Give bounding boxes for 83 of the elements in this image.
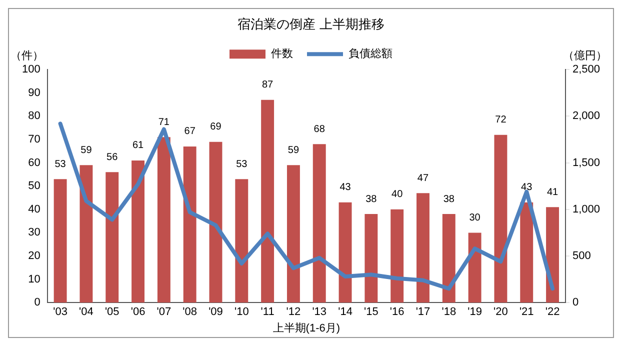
x-tick-label: '08 bbox=[182, 306, 198, 318]
x-tick-label: '15 bbox=[364, 306, 378, 318]
bar bbox=[209, 142, 222, 303]
x-tick-label: '16 bbox=[390, 306, 404, 318]
x-tick-label: '21 bbox=[519, 306, 534, 318]
bar bbox=[132, 160, 144, 303]
x-tick-label: '22 bbox=[545, 306, 560, 318]
y-tick-label: 10 bbox=[28, 273, 40, 286]
bar bbox=[80, 165, 93, 303]
bar bbox=[54, 179, 67, 303]
y2-tick-label: 0 bbox=[572, 296, 579, 309]
y-tick-label: 80 bbox=[28, 110, 40, 122]
bar bbox=[312, 144, 326, 303]
bar bbox=[261, 100, 274, 303]
y-tick-label: 60 bbox=[28, 156, 40, 169]
data-label: 38 bbox=[443, 194, 455, 205]
x-tick-label: '19 bbox=[468, 306, 482, 318]
bar bbox=[390, 209, 404, 303]
x-tick-label: '13 bbox=[312, 306, 327, 318]
bar bbox=[286, 165, 300, 303]
y-tick-label: 100 bbox=[22, 64, 40, 76]
bar bbox=[235, 179, 248, 303]
x-tick-label: '06 bbox=[130, 306, 146, 318]
data-label: 69 bbox=[210, 122, 222, 133]
y-tick-label: 40 bbox=[28, 203, 40, 216]
y-tick-label: 0 bbox=[34, 296, 40, 309]
chart-title: 宿泊業の倒産 上半期推移 bbox=[238, 16, 384, 32]
data-label: 59 bbox=[80, 144, 92, 156]
x-tick-label: '12 bbox=[286, 306, 301, 318]
data-label: 56 bbox=[106, 152, 118, 163]
data-label: 53 bbox=[54, 158, 66, 170]
bar bbox=[157, 137, 170, 303]
data-label: 38 bbox=[366, 194, 378, 205]
y-tick-label: 70 bbox=[28, 134, 40, 146]
y-tick-label: 90 bbox=[28, 86, 40, 99]
data-label: 67 bbox=[184, 126, 196, 138]
x-axis-title: 上半期(1-6月) bbox=[272, 321, 340, 334]
x-tick-label: '05 bbox=[104, 306, 120, 318]
y2-tick-label: 1,000 bbox=[572, 203, 600, 216]
bar bbox=[494, 134, 508, 303]
y-tick-label: 50 bbox=[28, 180, 40, 192]
y-tick-label: 30 bbox=[28, 226, 40, 239]
x-tick-label: '17 bbox=[416, 306, 430, 318]
data-label: 87 bbox=[262, 80, 274, 91]
y-axis-title: （件） bbox=[10, 50, 44, 62]
bar bbox=[546, 207, 559, 303]
data-label: 72 bbox=[495, 114, 507, 126]
data-label: 41 bbox=[546, 186, 559, 198]
x-tick-label: '04 bbox=[79, 306, 94, 318]
bar bbox=[416, 193, 430, 303]
y2-tick-label: 2,500 bbox=[572, 64, 600, 76]
bar bbox=[338, 202, 352, 303]
y2-tick-label: 2,000 bbox=[572, 110, 600, 122]
data-label: 47 bbox=[417, 172, 429, 184]
bar bbox=[106, 172, 119, 303]
data-label: 43 bbox=[340, 182, 352, 194]
bar bbox=[364, 214, 378, 303]
x-tick-label: '07 bbox=[156, 306, 172, 318]
bar bbox=[183, 146, 196, 303]
y2-tick-label: 1,500 bbox=[572, 156, 600, 169]
legend-label: 負債総額 bbox=[348, 47, 392, 60]
x-tick-label: '14 bbox=[338, 306, 352, 318]
bar bbox=[468, 232, 482, 303]
data-label: 43 bbox=[521, 182, 533, 194]
x-tick-label: '09 bbox=[208, 306, 223, 318]
legend-label: 件数 bbox=[271, 48, 293, 60]
data-label: 53 bbox=[236, 158, 248, 170]
y2-axis-title: （億円） bbox=[563, 49, 607, 62]
x-tick-label: '10 bbox=[234, 306, 249, 318]
bar bbox=[520, 202, 534, 303]
data-label: 68 bbox=[314, 124, 326, 135]
data-label: 40 bbox=[392, 189, 404, 200]
data-label: 61 bbox=[132, 140, 144, 152]
x-tick-label: '03 bbox=[53, 306, 68, 318]
data-label: 71 bbox=[158, 116, 170, 128]
x-tick-label: '18 bbox=[442, 306, 456, 318]
y2-tick-label: 500 bbox=[572, 250, 591, 262]
x-tick-label: '11 bbox=[260, 306, 274, 318]
data-label: 30 bbox=[469, 212, 481, 224]
bar bbox=[442, 214, 456, 303]
x-tick-label: '20 bbox=[494, 306, 508, 318]
data-label: 59 bbox=[288, 144, 300, 156]
y-tick-label: 20 bbox=[28, 250, 40, 262]
